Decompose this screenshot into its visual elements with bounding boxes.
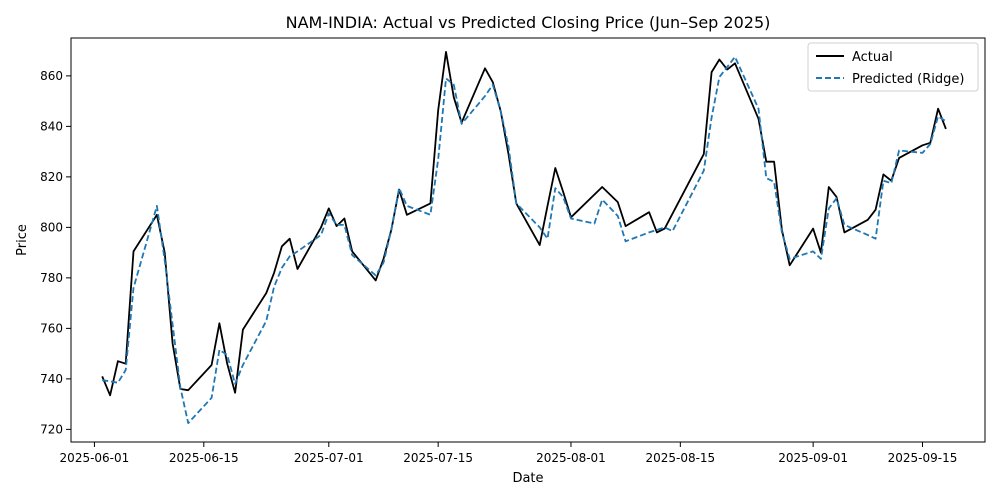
y-tick-label: 740 (40, 372, 63, 386)
series-line-actual (101, 51, 947, 397)
series-line-predicted (102, 56, 947, 424)
x-tick-label: 2025-06-15 (169, 451, 239, 465)
plot-area: 2025-06-01 2025-06-15 2025-07-01 2025-07-15… (40, 37, 986, 465)
y-tick-label: 860 (40, 69, 63, 83)
x-tick-label: 2025-07-15 (403, 451, 473, 465)
x-tick-label: 2025-09-15 (888, 451, 958, 465)
y-tick-label: 840 (40, 119, 63, 133)
x-tick-label: 2025-07-01 (294, 451, 364, 465)
x-axis-label: Date (512, 471, 543, 486)
y-tick-label: 760 (40, 321, 63, 335)
legend-label-actual: Actual (852, 50, 893, 65)
y-tick-label: 800 (40, 220, 63, 234)
chart-title: NAM-INDIA: Actual vs Predicted Closing P… (286, 13, 771, 32)
x-tick-label: 2025-09-01 (778, 451, 848, 465)
x-tick-label: 2025-08-15 (645, 451, 715, 465)
y-tick-label: 780 (40, 271, 63, 285)
legend-frame (807, 42, 979, 92)
legend: Actual Predicted (Ridge) (807, 42, 979, 92)
legend-label-predicted: Predicted (Ridge) (852, 72, 964, 87)
y-axis-label: Price (15, 224, 30, 256)
x-tick-label: 2025-08-01 (536, 451, 606, 465)
y-tick-label: 820 (40, 170, 63, 184)
x-tick-label: 2025-06-01 (60, 451, 130, 465)
y-tick-label: 720 (40, 422, 63, 436)
plot-frame (70, 37, 986, 443)
